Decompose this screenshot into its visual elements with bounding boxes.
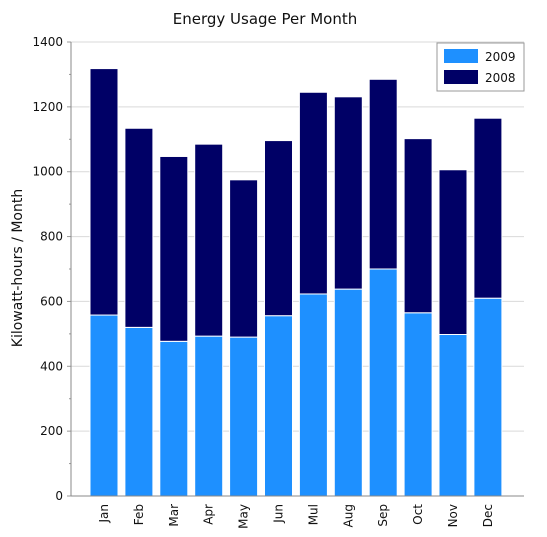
bar-2008: [229, 179, 259, 338]
bar-2009: [368, 268, 398, 497]
x-tick-label: Sep: [376, 504, 390, 527]
y-tick-label: 0: [55, 489, 63, 503]
bar-2009: [89, 314, 119, 497]
y-tick-label: 600: [40, 294, 63, 308]
bar-2008: [438, 169, 468, 336]
bar-2009: [194, 335, 224, 497]
bar-2008: [264, 140, 293, 317]
x-tick-label: May: [237, 504, 251, 529]
legend-label: 2008: [485, 71, 516, 85]
legend: 2009 2008: [436, 42, 525, 92]
bar-2008: [159, 155, 189, 342]
legend-swatch: [444, 70, 478, 84]
bar-2008: [194, 143, 224, 337]
bar-2009: [159, 340, 189, 497]
x-tick-label: Dec: [481, 504, 495, 527]
x-tick-label: Aug: [341, 504, 355, 527]
bar-2009: [438, 334, 468, 497]
x-tick-label: Feb: [132, 504, 146, 525]
bar-2008: [473, 117, 503, 299]
bar-2008: [298, 91, 328, 295]
bar-2008: [403, 138, 433, 314]
bar-2008: [368, 78, 398, 270]
y-axis-label: Kilowatt-hours / Month: [10, 189, 26, 347]
x-tick-label: Nov: [446, 504, 460, 527]
bar-2009: [333, 288, 363, 497]
y-tick-label: 400: [40, 359, 63, 373]
x-tick-label: Jun: [272, 504, 286, 524]
y-tick-label: 1400: [32, 35, 63, 49]
bar-2009: [403, 312, 433, 497]
bar-2008: [89, 68, 119, 316]
x-tick-label: Oct: [411, 504, 425, 525]
axes: 0 200 400 600 800 1000 1200 1400 Jan Feb Mar Apr May…: [32, 35, 524, 529]
x-tick-label: Mar: [167, 504, 181, 527]
bar-2008: [124, 127, 154, 328]
y-tick-label: 200: [40, 424, 63, 438]
legend-label: 2009: [485, 50, 516, 64]
chart-title: Energy Usage Per Month: [173, 10, 357, 28]
y-tick-label: 1000: [32, 165, 63, 179]
legend-swatch: [444, 49, 478, 63]
x-tick-label: Apr: [202, 504, 216, 525]
bar-2009: [264, 315, 293, 497]
bar-2009: [124, 326, 154, 497]
bar-2009: [229, 336, 259, 497]
bar-2009: [298, 293, 328, 497]
bars: [89, 68, 503, 497]
bar-2008: [333, 96, 363, 290]
x-tick-label: Jan: [97, 504, 111, 524]
bar-2009: [473, 297, 503, 497]
y-tick-label: 1200: [32, 100, 63, 114]
x-tick-label: Mul: [306, 504, 320, 525]
y-tick-label: 800: [40, 230, 63, 244]
